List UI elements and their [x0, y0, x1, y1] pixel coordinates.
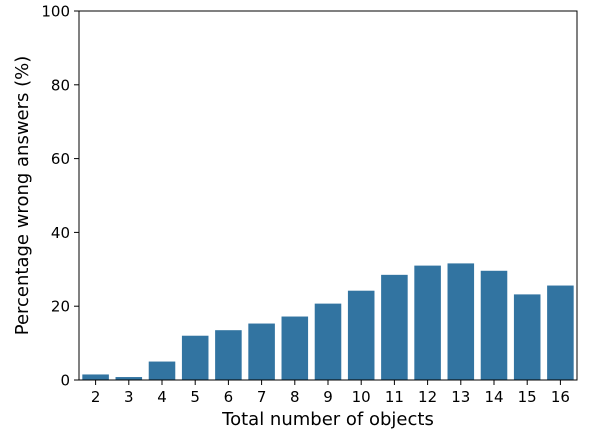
x-tick-label: 13	[451, 388, 470, 406]
x-tick-label: 14	[484, 388, 503, 406]
x-tick-label: 15	[518, 388, 537, 406]
x-axis-label: Total number of objects	[221, 409, 434, 430]
bar-8	[281, 316, 309, 380]
bar-5	[181, 335, 209, 380]
x-tick-label: 3	[124, 388, 134, 406]
x-tick-label: 7	[257, 388, 267, 406]
bar-12	[414, 265, 441, 380]
x-tick-label: 8	[290, 388, 300, 406]
bar-16	[547, 285, 574, 380]
bar-6	[215, 330, 242, 380]
x-tick-label: 11	[385, 388, 404, 406]
bar-4	[148, 361, 176, 380]
y-tick-label: 20	[51, 298, 70, 316]
bar-9	[314, 303, 342, 380]
x-tick-label: 4	[157, 388, 167, 406]
bars-layer	[82, 263, 574, 380]
x-tick-label: 5	[190, 388, 200, 406]
bar-2	[82, 374, 109, 380]
x-tick-label: 2	[91, 388, 101, 406]
x-tick-label: 12	[418, 388, 437, 406]
x-tick-label: 6	[224, 388, 234, 406]
y-tick-label: 100	[41, 3, 70, 21]
x-tick-label: 16	[551, 388, 570, 406]
bar-7	[248, 323, 275, 380]
bar-14	[480, 270, 508, 380]
y-tick-label: 80	[51, 76, 70, 94]
bar-11	[381, 274, 408, 380]
y-tick-label: 40	[51, 224, 70, 242]
x-tick-label: 10	[352, 388, 371, 406]
y-tick-label: 0	[60, 372, 70, 390]
bar-13	[447, 263, 475, 380]
x-axis-ticks: 2 3 4 5 6 7 8 9 10 11 12 13 14 15 16	[91, 380, 570, 406]
y-axis-label: Percentage wrong answers (%)	[12, 56, 33, 336]
y-axis-ticks: 0 20 40 60 80 100	[41, 3, 79, 390]
bar-15	[513, 294, 541, 380]
y-tick-label: 60	[51, 150, 70, 168]
bar-10	[347, 290, 375, 380]
x-tick-label: 9	[323, 388, 333, 406]
bar-3	[115, 377, 143, 380]
